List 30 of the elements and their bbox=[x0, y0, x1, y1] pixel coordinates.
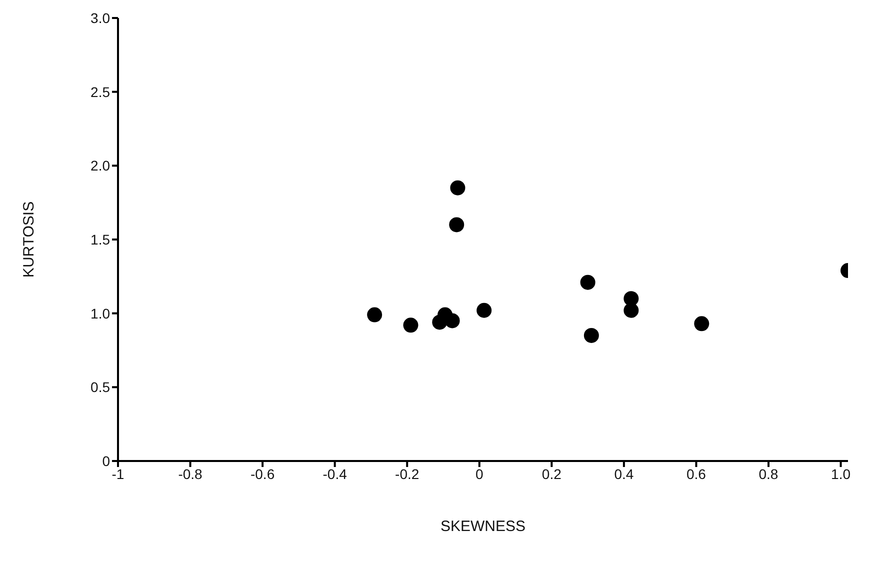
y-tick-label: 1.0 bbox=[90, 305, 110, 322]
x-tick-label: 0 bbox=[475, 466, 484, 482]
x-tick-label: 0.4 bbox=[614, 466, 634, 482]
y-tick-label: 2.5 bbox=[90, 84, 110, 100]
point bbox=[624, 302, 639, 318]
point bbox=[403, 318, 418, 333]
x-tick-label: -1 bbox=[112, 466, 124, 482]
point bbox=[444, 313, 460, 328]
point bbox=[367, 307, 382, 322]
x-tick-label: 0.8 bbox=[758, 466, 778, 482]
x-tick-label: -0.4 bbox=[322, 466, 348, 482]
y-tick-label: 3.0 bbox=[90, 10, 110, 26]
x-tick-label: 0.6 bbox=[686, 466, 706, 482]
x-tick-label: -0.6 bbox=[250, 466, 275, 482]
y-tick-label: 1.5 bbox=[90, 231, 110, 248]
point bbox=[476, 302, 492, 318]
point bbox=[694, 316, 710, 332]
y-axis-title: KURTOSIS bbox=[20, 201, 38, 278]
point bbox=[580, 274, 596, 290]
x-tick-label: 1.0 bbox=[831, 466, 851, 482]
y-tick-label: 2.0 bbox=[90, 158, 110, 174]
y-tick-label: 0.5 bbox=[90, 379, 110, 396]
point bbox=[449, 217, 464, 232]
y-tick-label: 0 bbox=[102, 452, 110, 469]
x-tick-label: -0.2 bbox=[395, 466, 420, 482]
x-axis-title: SKEWNESS bbox=[440, 518, 526, 535]
x-tick-label: 0.2 bbox=[542, 466, 562, 482]
point bbox=[584, 328, 599, 343]
x-tick-label: -0.8 bbox=[178, 466, 203, 482]
point bbox=[450, 180, 466, 196]
